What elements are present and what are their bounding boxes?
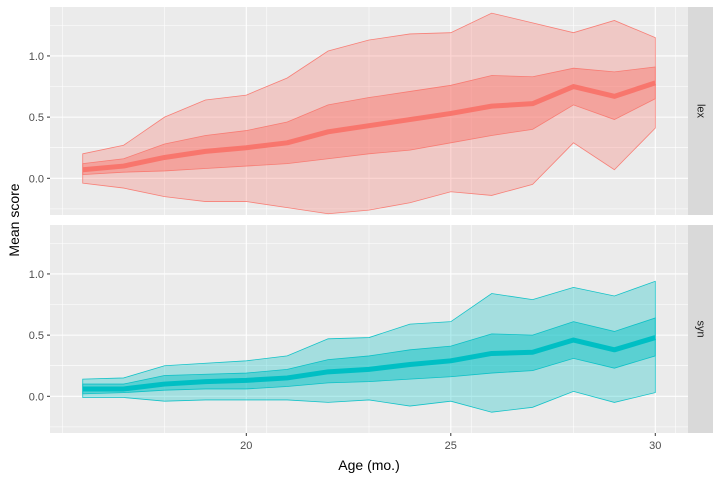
outer-ribbon-lex xyxy=(82,12,656,215)
y-tick-label: 0.5 xyxy=(29,330,44,342)
y-tick-label: 1.0 xyxy=(29,51,44,63)
mean-line-lex xyxy=(82,80,657,173)
x-axis-title: Age (mo.) xyxy=(338,457,399,473)
y-axis-title: Mean score xyxy=(6,183,22,256)
y-tick-label: 1.0 xyxy=(29,269,44,281)
x-tick-label: 20 xyxy=(240,440,252,452)
y-tick-label: 0.0 xyxy=(29,173,44,185)
x-tick-label: 25 xyxy=(445,440,457,452)
mean-line-syn xyxy=(82,335,656,392)
facet-label-syn: syn xyxy=(695,320,707,337)
facet-strip-lex xyxy=(688,7,713,215)
y-tick-label: 0.5 xyxy=(29,112,44,124)
inner-ribbon-syn xyxy=(82,317,656,395)
facet-strip-syn xyxy=(688,225,713,433)
y-tick-label: 0.0 xyxy=(29,391,44,403)
facet-label-lex: lex xyxy=(695,104,707,119)
x-tick-label: 30 xyxy=(649,440,661,452)
